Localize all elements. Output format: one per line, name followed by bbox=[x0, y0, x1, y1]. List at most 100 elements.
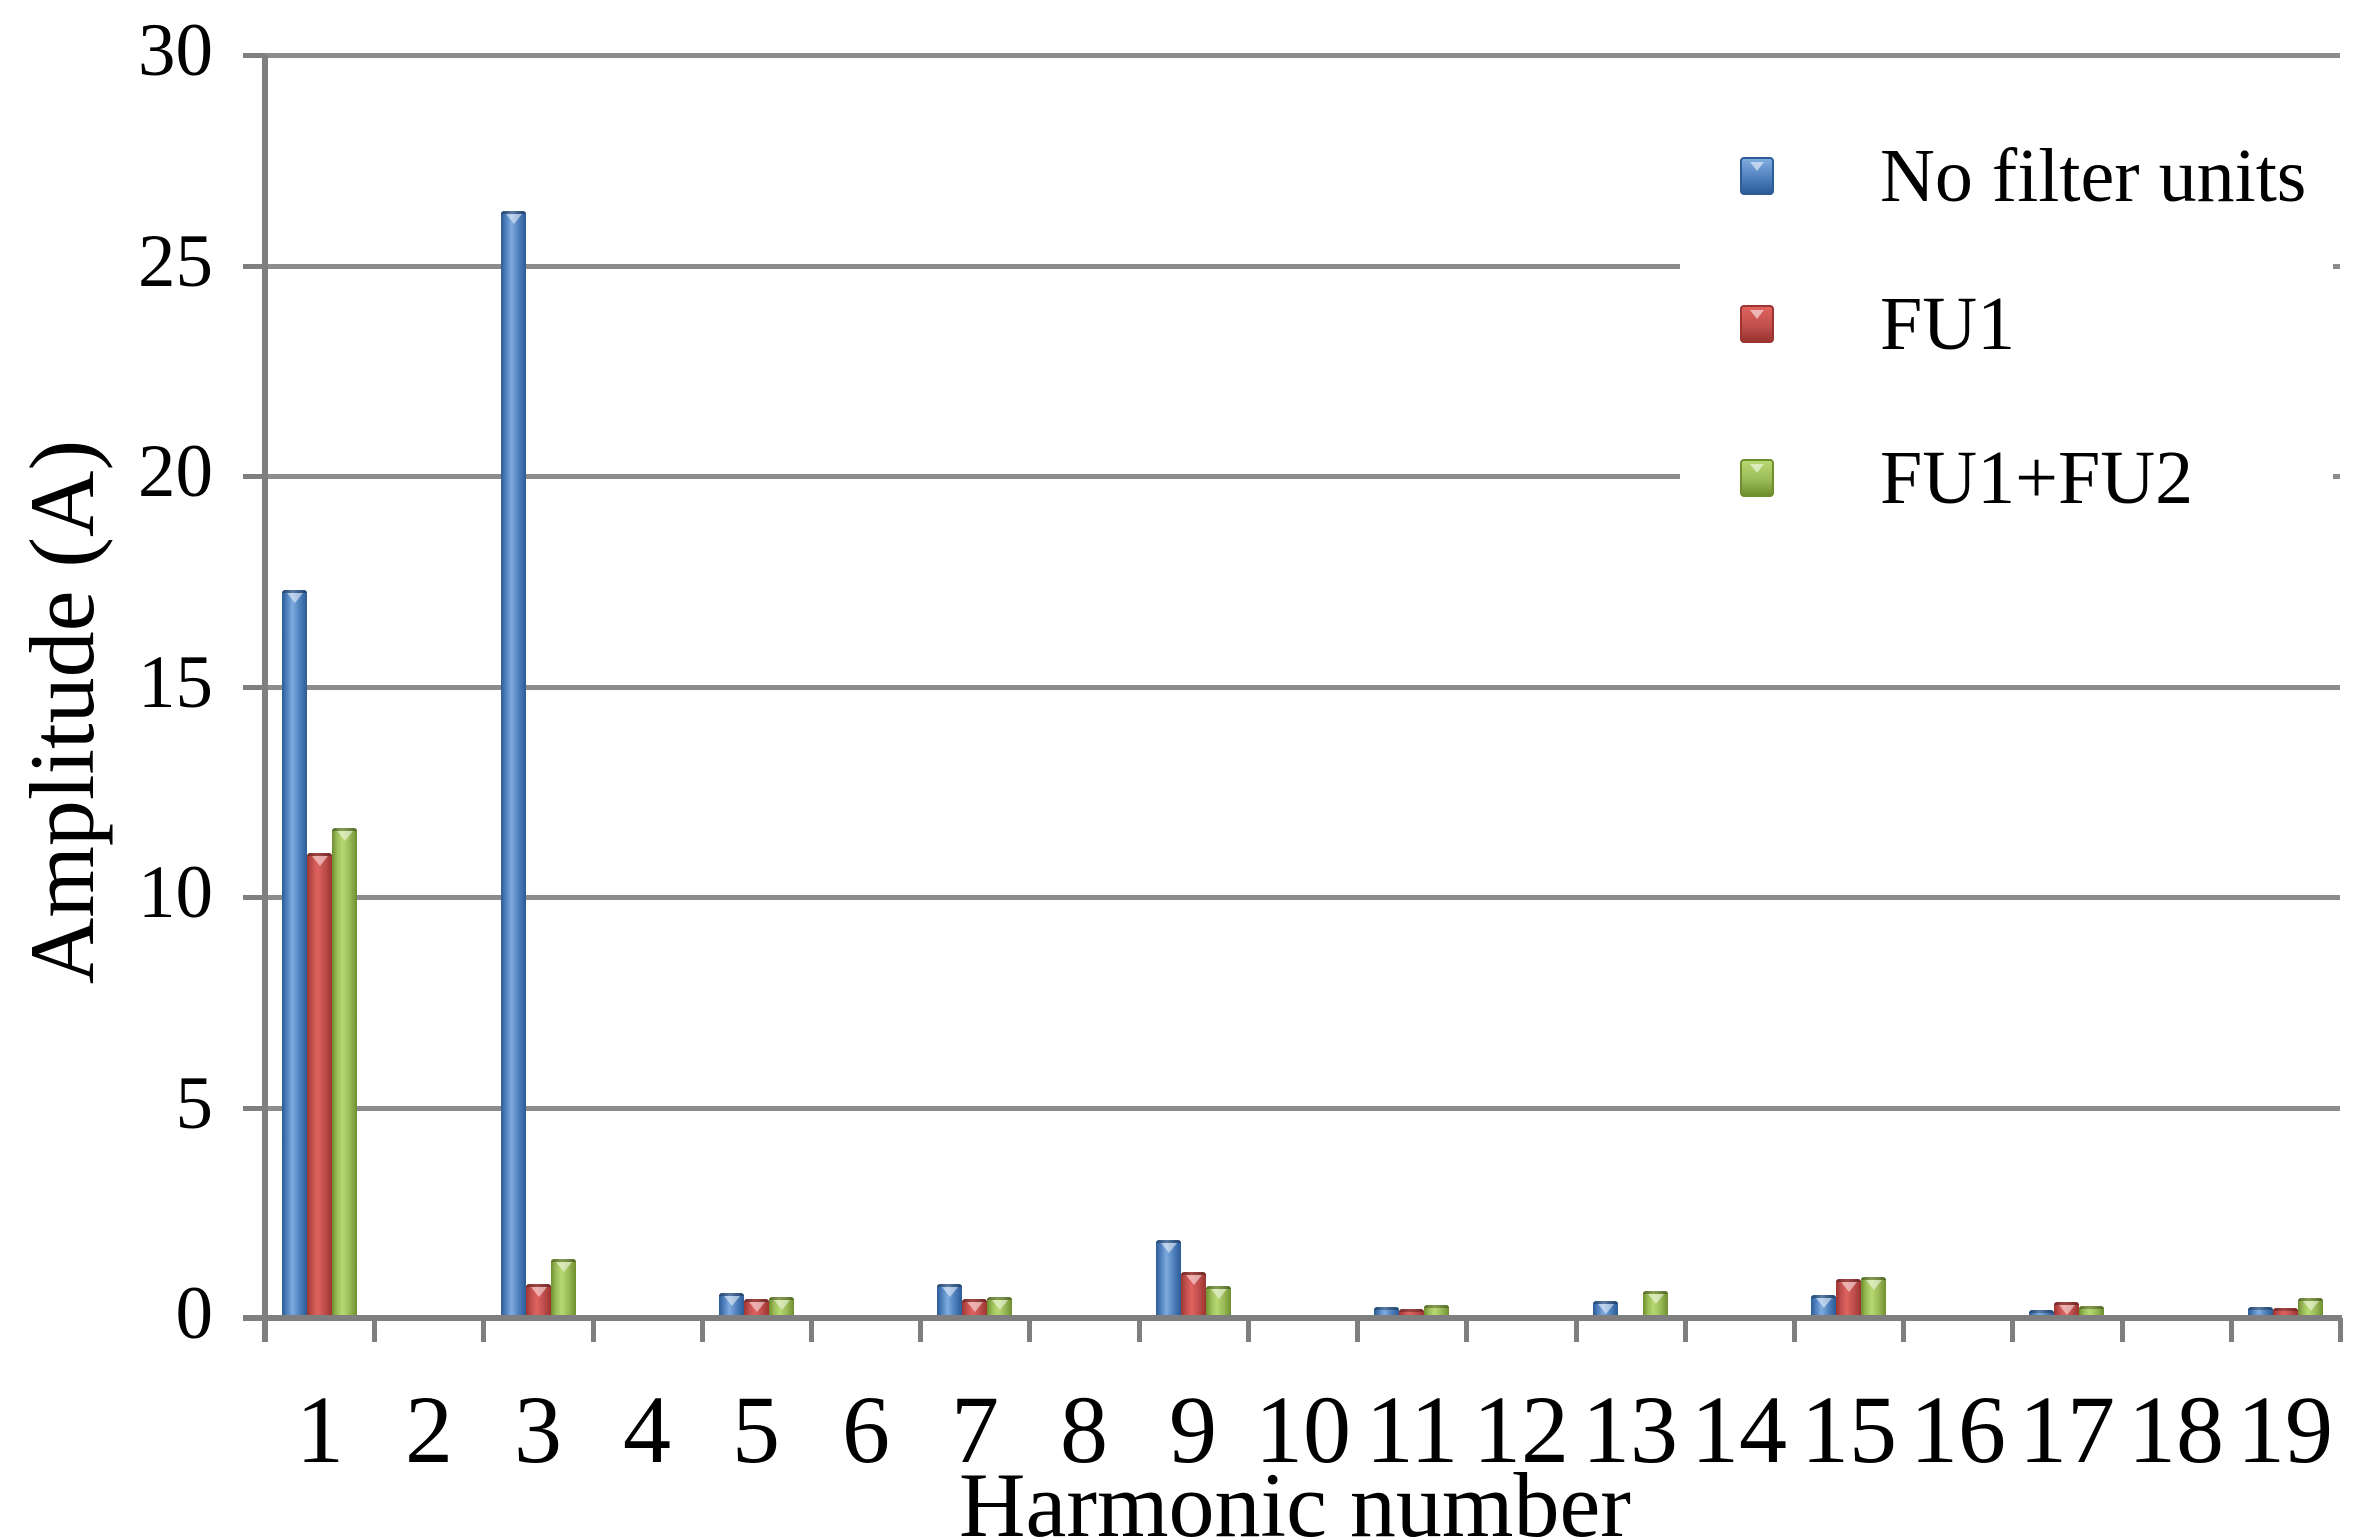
bar-top-rim bbox=[2079, 1306, 2104, 1309]
bar-gloss-notch-icon bbox=[723, 1296, 740, 1306]
y-tick-label-25: 25 bbox=[138, 219, 213, 303]
bar-fu1-fu2-h3 bbox=[551, 1259, 576, 1318]
gridline-y5 bbox=[265, 1105, 2340, 1111]
bar-fu1-h1 bbox=[307, 853, 332, 1318]
bar-gloss-notch-icon bbox=[773, 1300, 790, 1310]
y-tick-label-15: 15 bbox=[138, 640, 213, 724]
x-tick-label-7: 7 bbox=[951, 1376, 999, 1483]
x-tick-label-16: 16 bbox=[1910, 1376, 2006, 1483]
x-axis-tick bbox=[2338, 1318, 2343, 1342]
x-axis-tick bbox=[481, 1318, 486, 1342]
bar-gloss-notch-icon bbox=[1185, 1275, 1202, 1285]
bar-no-filter-units-h7 bbox=[937, 1284, 962, 1318]
bar-top-rim bbox=[1424, 1305, 1449, 1308]
legend-marker-gloss-icon bbox=[1750, 162, 1764, 171]
bar-gloss-notch-icon bbox=[2302, 1301, 2319, 1311]
y-axis-line bbox=[262, 55, 268, 1342]
bar-gloss-notch-icon bbox=[286, 593, 303, 603]
x-axis-tick bbox=[1464, 1318, 1469, 1342]
bar-top-rim bbox=[962, 1299, 987, 1302]
bar-top-rim bbox=[551, 1259, 576, 1262]
legend-marker-fu1 bbox=[1740, 305, 1774, 343]
legend-marker-no-filter-units bbox=[1740, 157, 1774, 195]
x-axis-tick bbox=[700, 1318, 705, 1342]
y-axis-tick bbox=[243, 53, 265, 58]
x-tick-label-4: 4 bbox=[623, 1376, 671, 1483]
bar-fu1-fu2-h13 bbox=[1643, 1291, 1668, 1318]
bar-no-filter-units-h1 bbox=[282, 590, 307, 1318]
bar-no-filter-units-h15 bbox=[1811, 1295, 1836, 1318]
x-axis-tick bbox=[1683, 1318, 1688, 1342]
legend-marker-fu1-fu2 bbox=[1740, 459, 1774, 497]
bar-gloss-notch-icon bbox=[1597, 1304, 1614, 1314]
x-tick-label-19: 19 bbox=[2237, 1376, 2333, 1483]
y-axis-tick bbox=[243, 474, 265, 479]
x-axis-tick bbox=[1246, 1318, 1251, 1342]
gridline-y25 bbox=[265, 263, 2340, 269]
bar-fu1-fu2-h5 bbox=[769, 1297, 794, 1318]
bar-fu1-h11 bbox=[1399, 1309, 1424, 1318]
x-axis-tick bbox=[372, 1318, 377, 1342]
x-tick-label-1: 1 bbox=[296, 1376, 344, 1483]
x-tick-label-2: 2 bbox=[405, 1376, 453, 1483]
bar-gloss-notch-icon bbox=[991, 1300, 1008, 1310]
gridline-y20 bbox=[265, 474, 2340, 479]
bar-top-rim bbox=[2273, 1308, 2298, 1311]
bar-gloss-notch-icon bbox=[336, 831, 353, 841]
x-axis-line bbox=[243, 1315, 2342, 1321]
x-axis-tick bbox=[2229, 1318, 2234, 1342]
bar-gloss-notch-icon bbox=[311, 856, 328, 866]
legend-item-fu1: FU1 bbox=[1680, 284, 2015, 364]
bar-top-rim bbox=[1156, 1240, 1181, 1243]
x-tick-label-8: 8 bbox=[1060, 1376, 1108, 1483]
legend-item-label: FU1+FU2 bbox=[1880, 436, 2194, 520]
bar-gloss-notch-icon bbox=[748, 1302, 765, 1312]
bar-fu1-h19 bbox=[2273, 1308, 2298, 1318]
bar-top-rim bbox=[1399, 1309, 1424, 1312]
bar-gloss-notch-icon bbox=[530, 1287, 547, 1297]
x-axis-tick bbox=[1355, 1318, 1360, 1342]
bar-fu1-h17 bbox=[2054, 1302, 2079, 1318]
bar-top-rim bbox=[937, 1284, 962, 1287]
x-tick-label-11: 11 bbox=[1365, 1376, 1459, 1483]
legend-item-fu1-fu2: FU1+FU2 bbox=[1680, 438, 2193, 518]
x-axis-tick bbox=[2010, 1318, 2015, 1342]
x-axis-tick bbox=[809, 1318, 814, 1342]
y-tick-label-10: 10 bbox=[138, 851, 213, 934]
bar-top-rim bbox=[987, 1297, 1012, 1300]
legend-marker-gloss-icon bbox=[1750, 464, 1764, 473]
y-axis-tick bbox=[243, 895, 265, 900]
bar-no-filter-units-h11 bbox=[1374, 1307, 1399, 1318]
x-axis-tick bbox=[1574, 1318, 1579, 1342]
x-tick-label-10: 10 bbox=[1255, 1376, 1351, 1483]
y-tick-label-30: 30 bbox=[138, 9, 213, 92]
legend-item-no-filter-units: No filter units bbox=[1680, 136, 2306, 216]
x-axis-tick bbox=[591, 1318, 596, 1342]
bar-top-rim bbox=[332, 828, 357, 831]
bar-fu1-h9 bbox=[1181, 1272, 1206, 1318]
x-tick-label-5: 5 bbox=[732, 1376, 780, 1483]
bar-fu1-h5 bbox=[744, 1299, 769, 1318]
bar-gloss-notch-icon bbox=[941, 1287, 958, 1297]
bar-top-rim bbox=[1643, 1291, 1668, 1294]
legend-marker-gloss-icon bbox=[1750, 310, 1764, 319]
bar-top-rim bbox=[2298, 1298, 2323, 1301]
gridline-y15 bbox=[265, 684, 2340, 690]
bar-fu1-fu2-h1 bbox=[332, 828, 357, 1318]
gridline-y30 bbox=[265, 53, 2340, 58]
bar-no-filter-units-h19 bbox=[2248, 1307, 2273, 1318]
bar-gloss-notch-icon bbox=[555, 1262, 572, 1272]
y-axis-tick bbox=[243, 1316, 265, 1321]
bar-top-rim bbox=[2248, 1307, 2273, 1310]
bar-no-filter-units-h17 bbox=[2029, 1310, 2054, 1318]
bar-no-filter-units-h3 bbox=[501, 211, 526, 1318]
bar-no-filter-units-h9 bbox=[1156, 1240, 1181, 1318]
bar-top-rim bbox=[1593, 1301, 1618, 1304]
y-tick-label-0: 0 bbox=[175, 1272, 214, 1355]
bar-gloss-notch-icon bbox=[1865, 1280, 1882, 1290]
y-axis-tick bbox=[243, 684, 265, 690]
bar-gloss-notch-icon bbox=[1647, 1294, 1664, 1304]
x-axis-tick bbox=[1901, 1318, 1906, 1342]
bar-top-rim bbox=[1861, 1277, 1886, 1280]
